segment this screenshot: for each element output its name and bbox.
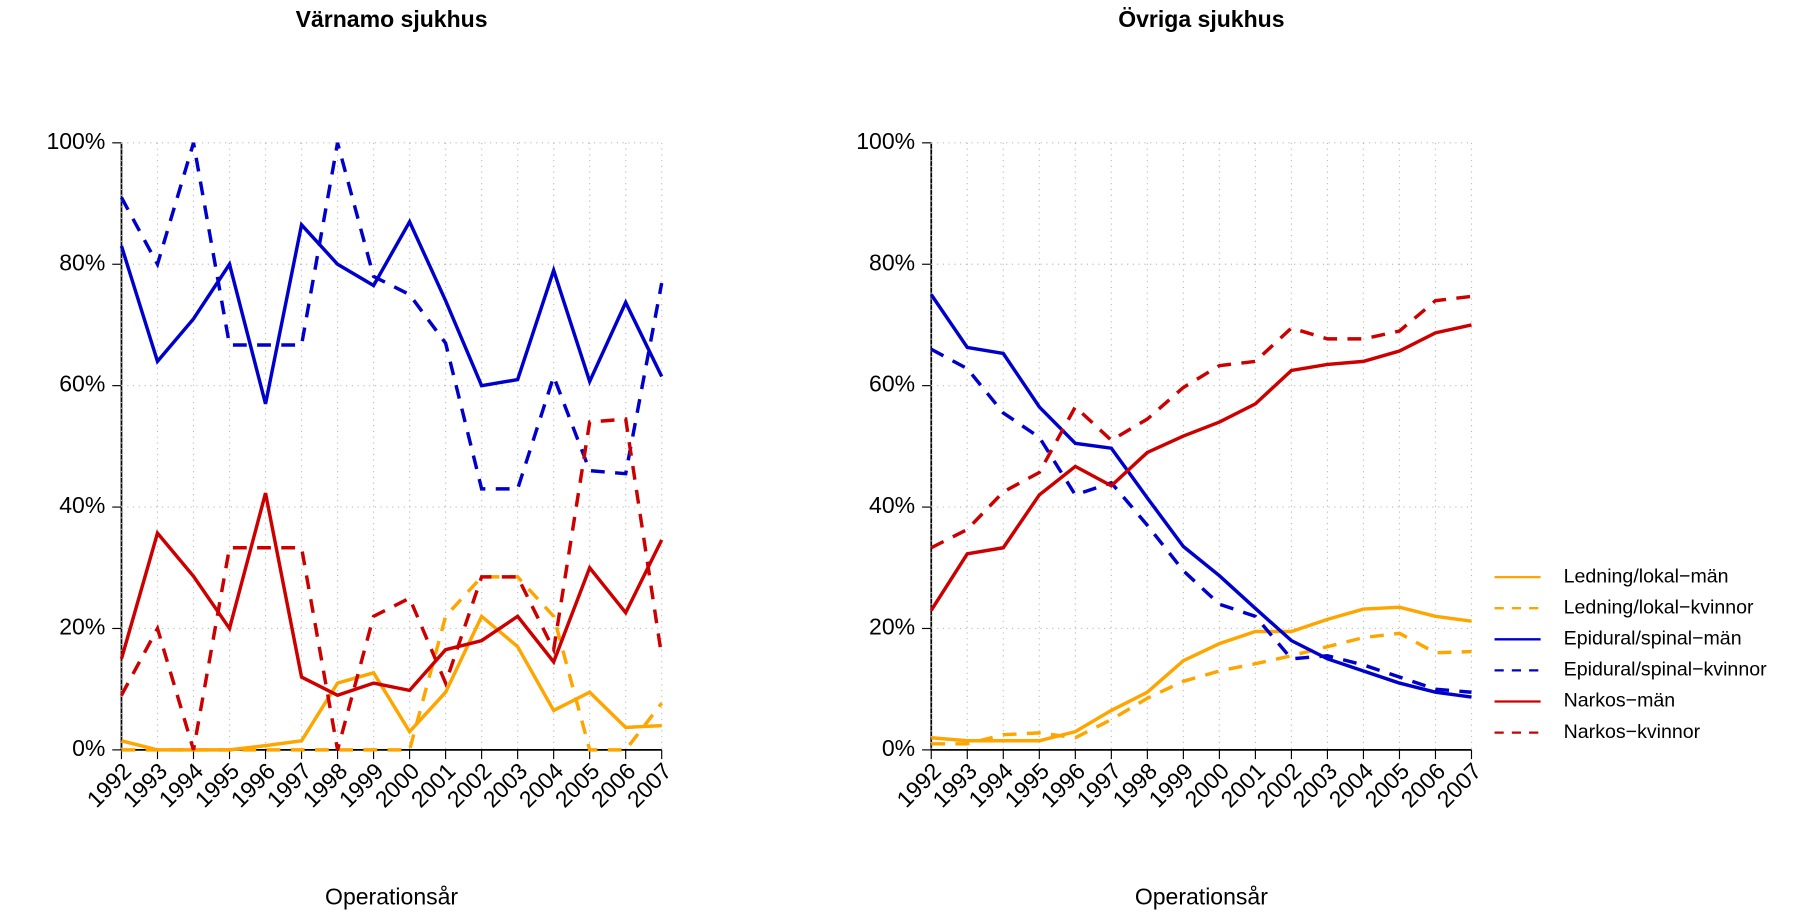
legend-label: Epidural/spinal−män (1564, 627, 1742, 649)
legend-label: Ledning/lokal−kvinnor (1564, 596, 1754, 618)
series-line (119, 142, 664, 491)
series-line (119, 492, 664, 698)
series-line (930, 347, 1472, 694)
y-tick-label: 100% (46, 128, 105, 154)
y-tick-label: 80% (869, 249, 915, 275)
y-tick-label: 60% (869, 371, 915, 397)
chart-title: Övriga sjukhus (1118, 6, 1284, 32)
y-tick-label: 40% (869, 492, 915, 518)
series-line (121, 575, 664, 752)
series-line (929, 293, 1472, 699)
y-tick-label: 100% (856, 128, 915, 154)
y-tick-label: 0% (882, 735, 915, 761)
legend-label: Epidural/spinal−kvinnor (1564, 659, 1767, 681)
legend-label: Ledning/lokal−män (1564, 565, 1729, 587)
y-tick-label: 60% (59, 371, 105, 397)
series-line (929, 323, 1472, 612)
series-line (931, 631, 1472, 746)
y-tick-label: 80% (59, 249, 105, 275)
y-tick-label: 20% (59, 614, 105, 640)
y-tick-label: 40% (59, 492, 105, 518)
legend-label: Narkos−kvinnor (1564, 721, 1701, 743)
x-axis-label: Operationsår (1135, 884, 1268, 910)
chart-title: Värnamo sjukhus (296, 6, 488, 32)
y-tick-label: 0% (72, 735, 105, 761)
series-line (119, 217, 664, 405)
legend-label: Narkos−män (1564, 690, 1676, 712)
series-line (931, 605, 1472, 743)
y-tick-label: 20% (869, 614, 915, 640)
series-line (930, 294, 1472, 550)
x-axis-label: Operationsår (325, 884, 458, 910)
series-line (121, 613, 662, 752)
